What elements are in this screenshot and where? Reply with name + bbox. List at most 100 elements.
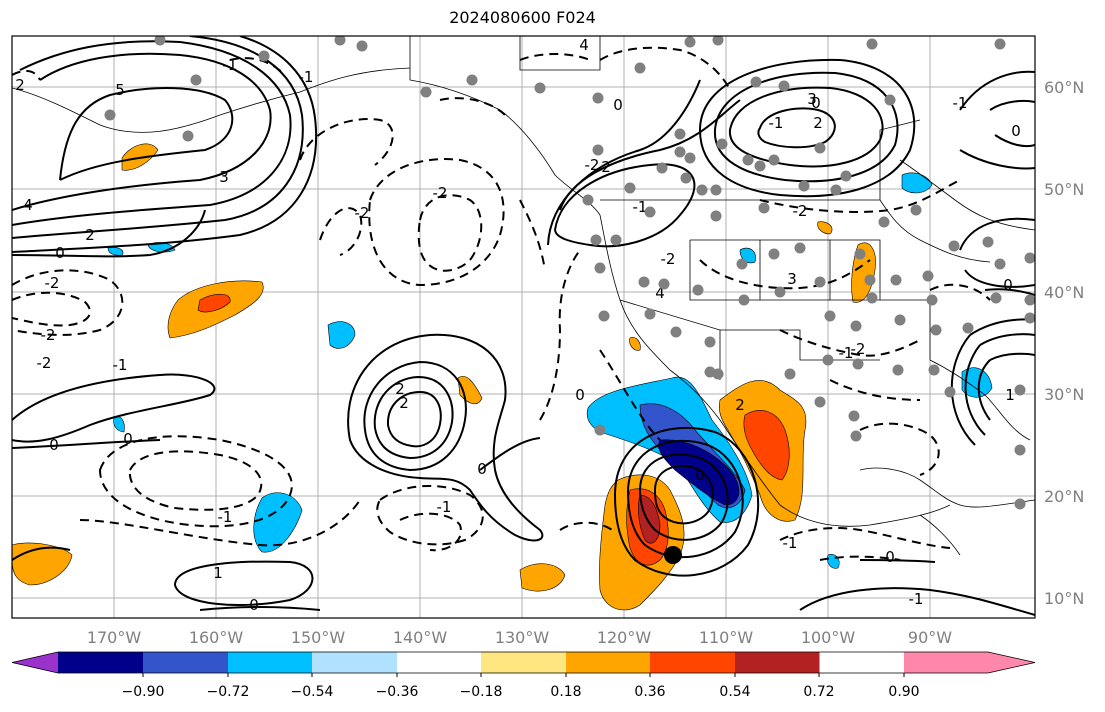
contour-label: 2 [813,114,823,132]
contour-label: 5 [115,81,125,99]
colorbar-tick-label: −0.90 [122,684,165,700]
station-dot [658,278,670,290]
contour-label: -1 [218,508,233,526]
station-dot [712,36,724,46]
station-dot [680,172,692,184]
station-dot [466,74,478,86]
colorbar-tick-label: −0.18 [460,684,503,700]
lon-label: 100°W [801,628,856,647]
lat-label: 10°N [1044,589,1084,608]
station-dot [420,86,432,98]
contour-label: 0 [477,460,487,478]
lon-label: 120°W [597,628,652,647]
colorbar-tick-label: −0.72 [207,684,250,700]
station-dot [670,326,682,338]
station-dot [850,320,862,332]
station-dot [594,424,606,436]
colorbar-segment [735,652,820,673]
contour-label: -1 [953,94,968,112]
contour-label: 1 [213,564,223,582]
station-dot [334,36,346,46]
contour-label: 0 [49,436,59,454]
station-dot [710,184,722,196]
colorbar-segment [566,652,651,673]
contour-label: 0 [575,386,585,404]
station-dot [830,184,842,196]
station-dot [710,210,722,222]
station-dot [866,38,878,50]
station-dot [884,94,896,106]
lat-label: 30°N [1044,385,1084,404]
station-dot [356,40,368,52]
station-dot [696,184,708,196]
lat-label: 40°N [1044,283,1084,302]
station-dots [104,36,1035,510]
station-dot [674,128,686,140]
station-dot [712,368,724,380]
contour-label: 2 [85,226,95,244]
contour-label: 4 [579,36,589,54]
station-dot [182,130,194,142]
station-dot [704,336,716,348]
station-dot [190,74,202,86]
contour-label: 0 [123,430,133,448]
contour-lines [12,36,1035,616]
lon-label: 110°W [699,628,754,647]
station-dot [1014,498,1026,510]
station-dot [864,274,876,286]
contour-label: -1 [839,344,854,362]
station-dot [990,292,1002,304]
colorbar-tick-label: −0.54 [291,684,334,700]
station-dot [878,216,890,228]
station-dot [1014,384,1026,396]
station-dot [590,234,602,246]
station-dot [594,262,606,274]
colorbar-segment [481,652,567,673]
station-dot [930,324,942,336]
station-dot [854,248,866,260]
contour-label: 2 [399,394,409,412]
colorbar-tick-label: −0.36 [376,684,419,700]
lon-label: 140°W [393,628,448,647]
fill-orange-small4 [817,221,833,235]
station-dot [928,364,940,376]
fill-red-pacific [197,293,231,313]
colorbar-tick-labels: −0.90 −0.72 −0.54 −0.36 −0.18 0.18 0.36 … [122,684,920,700]
station-dot [852,358,864,370]
lat-label: 60°N [1044,78,1084,97]
lon-label: 170°W [87,628,142,647]
contour-label: -1 [783,534,798,552]
station-dot [592,144,604,156]
station-dot [840,170,852,182]
contour-label: 2 [395,380,405,398]
contour-label: 2 [601,158,611,176]
station-dot [784,368,796,380]
station-dot [674,146,686,158]
colorbar-segment [650,652,736,673]
station-dot [922,270,934,282]
contour-label: -2 [793,202,808,220]
colorbar-segment [397,652,482,673]
station-dot [258,50,270,62]
station-dot [850,430,862,442]
contour-label: -2 [585,156,600,174]
contour-label: 0 [811,94,821,112]
contour-label: -1 [633,198,648,216]
station-dot [656,162,668,174]
contour-label: 1 [1005,386,1015,404]
station-dot [154,36,166,46]
station-dot [866,292,878,304]
station-dot [598,310,610,322]
colorbar-segment [228,652,313,673]
station-dot [848,410,860,422]
colorbar-segment [988,652,1035,673]
contours-canada-high [547,58,916,248]
fill-darkred-hurricane [638,494,661,544]
fill-orange-small3 [629,337,641,351]
lat-label: 20°N [1044,487,1084,506]
contour-label: -2 [661,250,676,268]
lat-label: 50°N [1044,180,1084,199]
station-dot [774,286,786,298]
contour-label: -2 [355,204,370,222]
